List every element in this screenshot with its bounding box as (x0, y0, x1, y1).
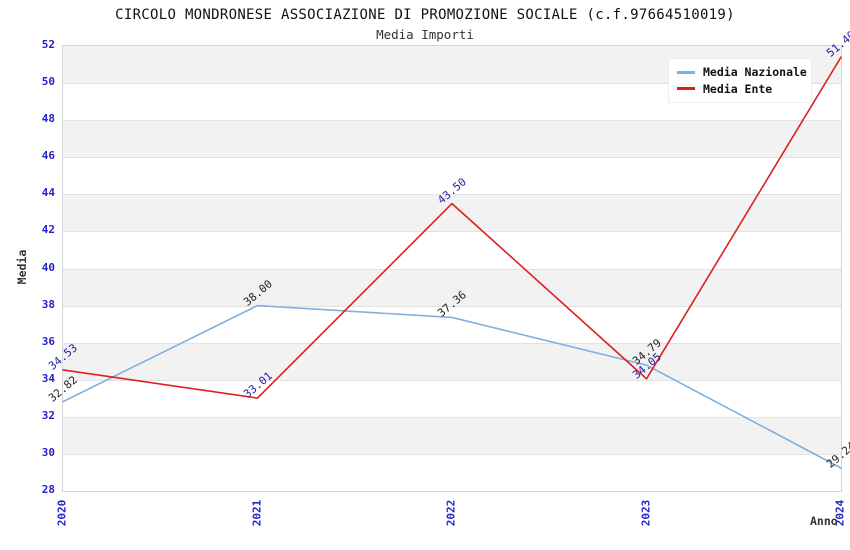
gridline (63, 416, 841, 418)
y-tick-label: 50 (41, 75, 55, 89)
x-axis-title: Anno (810, 514, 838, 528)
plot-band (63, 157, 841, 195)
y-tick-label: 48 (41, 112, 55, 126)
legend-label-media-nazionale: Media Nazionale (703, 65, 807, 80)
plot-band (63, 416, 841, 454)
media-nazionale-line (62, 304, 842, 469)
gridline (63, 120, 841, 122)
plot-band (63, 268, 841, 306)
plot-area: 32.82 38.00 37.36 34.79 29.24 34.53 33.01 43.50… (46, 28, 850, 492)
plot-band (63, 453, 841, 491)
legend-item-media-ente: Media Ente (677, 82, 803, 96)
plot-band (63, 379, 841, 417)
y-tick-label: 30 (41, 445, 55, 459)
gridline (63, 83, 841, 85)
plot-band (63, 305, 841, 343)
gridline (63, 453, 841, 455)
chart-subtitle: Media Importi (376, 27, 474, 42)
chart-title: CIRCOLO MONDRONESE ASSOCIAZIONE DI PROMO… (115, 7, 735, 23)
y-tick-label: 38 (41, 297, 55, 311)
gridline (63, 194, 841, 196)
y-tick-label: 34 (41, 371, 55, 385)
gridline (63, 157, 841, 159)
x-tick-label: 2021 (250, 499, 263, 527)
legend-item-media-nazionale: Media Nazionale (677, 65, 807, 79)
gridline (63, 379, 841, 381)
gridline (63, 342, 841, 344)
gridline (63, 268, 841, 270)
y-tick-label: 36 (41, 334, 55, 348)
y-tick-label: 52 (41, 38, 55, 51)
x-tick-label: 2022 (444, 499, 458, 527)
media-ente-swatch-icon (677, 87, 695, 91)
legend: Media Nazionale Media Ente (668, 58, 812, 103)
chart-lines (62, 56, 842, 469)
media-nazionale-swatch-icon (677, 70, 695, 74)
y-tick-label: 42 (41, 223, 55, 237)
x-tick-label: 2023 (639, 499, 652, 527)
x-tick-label: 2020 (55, 499, 69, 527)
gridline (63, 305, 841, 307)
plot-band (63, 120, 841, 158)
plot-band (63, 342, 841, 380)
y-tick-label: 32 (41, 408, 55, 422)
y-tick-label: 40 (41, 260, 55, 274)
plot-band (63, 194, 841, 232)
y-tick-label: 46 (41, 149, 55, 163)
plot-band (63, 231, 841, 269)
y-tick-label: 28 (41, 483, 55, 496)
gridline (63, 231, 841, 233)
media-ente-line (62, 56, 842, 399)
legend-label-media-ente: Media Ente (703, 81, 773, 96)
y-tick-label: 44 (41, 186, 55, 200)
